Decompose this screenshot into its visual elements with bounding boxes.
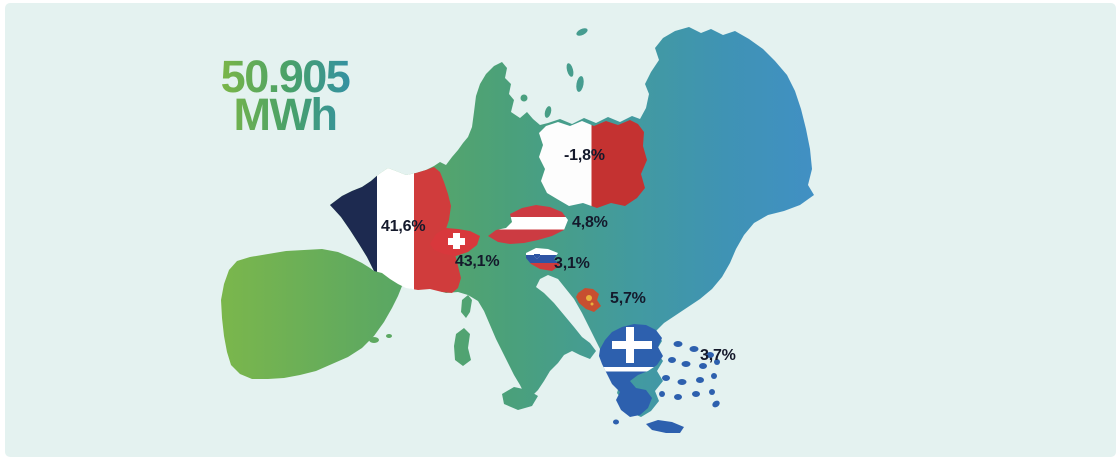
balearic-island xyxy=(356,342,364,348)
swiss-cross-icon xyxy=(448,233,465,249)
label-montenegro-value: 5,7% xyxy=(610,290,646,307)
greek-cross-icon xyxy=(602,327,660,372)
country-montenegro xyxy=(576,288,601,312)
label-switzerland-value: 43,1% xyxy=(455,253,500,270)
sicily-island xyxy=(502,387,538,410)
headline-total: 50.905 MWh xyxy=(200,58,370,134)
sardinia-island xyxy=(454,328,471,366)
label-slovenia-value: 3,1% xyxy=(554,255,590,272)
label-austria-value: 4,8% xyxy=(572,214,608,231)
danish-island xyxy=(520,94,528,102)
country-greece xyxy=(599,324,720,433)
label-poland-value: -1,8% xyxy=(564,147,605,164)
label-greece-value: 3,7% xyxy=(700,347,736,364)
corsica-island xyxy=(461,295,472,318)
baltic-island xyxy=(566,63,574,77)
crete-island xyxy=(646,420,684,433)
country-austria xyxy=(488,205,568,244)
baltic-island xyxy=(576,28,588,36)
islands xyxy=(356,28,588,410)
montenegro-eagle-icon xyxy=(586,295,592,301)
montenegro-emblem-dot xyxy=(590,302,594,306)
slovenia-shield-detail xyxy=(534,254,540,259)
greek-islands xyxy=(613,341,720,433)
label-france-value: 41,6% xyxy=(381,218,426,235)
balearic-island xyxy=(369,337,379,343)
country-slovenia xyxy=(526,248,560,271)
baltic-island xyxy=(576,76,584,92)
country-france xyxy=(330,167,461,293)
country-switzerland xyxy=(430,228,480,256)
balearic-island xyxy=(386,334,392,338)
country-poland xyxy=(539,120,647,208)
baltic-island xyxy=(544,106,552,118)
